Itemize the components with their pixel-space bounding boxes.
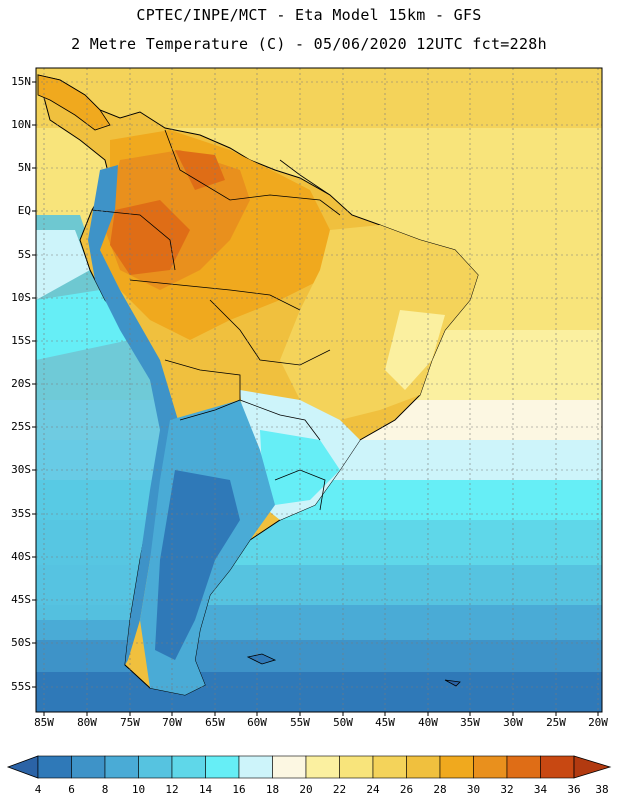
colorbar-label: 24 [366,783,380,796]
lat-label: 15S [11,334,31,347]
south-georgia [444,679,461,687]
brazil-east [280,225,478,420]
lat-label: 35S [11,507,31,520]
colorbar-label: 36 [567,783,581,796]
colorbar-segment [138,755,173,779]
colorbar-segment [506,755,541,779]
colorbar-segment [339,755,374,779]
lat-label: EQ [17,204,31,217]
colorbar-label: 34 [533,783,548,796]
temperature-map [32,67,603,716]
colorbar-segment [171,755,206,779]
colorbar-label: 6 [68,783,75,796]
lon-label: 55W [290,716,310,729]
colorbar-label: 10 [131,783,146,796]
colorbar-segment [372,755,407,779]
colorbar-min-arrow [6,755,39,779]
lat-label: 30S [11,463,31,476]
title-line-2: 2 Metre Temperature (C) - 05/06/2020 12U… [71,35,547,53]
lon-label: 60W [247,716,267,729]
colorbar-label: 18 [265,783,280,796]
axis-ticks [32,81,599,716]
pacific-cool-region [36,230,90,300]
lon-label: 80W [77,716,97,729]
colorbar-label: 14 [198,783,213,796]
colorbar-segment [305,755,340,779]
ocean-band [36,672,602,712]
colorbar-segment [71,755,106,779]
colorbar-segment [540,755,575,779]
lon-label: 35W [460,716,480,729]
colorbar-label: 32 [500,783,514,796]
lat-label: 5S [17,248,31,261]
colorbar-segment [406,755,441,779]
lat-label: 50S [11,636,31,649]
andes-cold-strip [88,165,178,665]
lon-label: 20W [588,716,608,729]
southern-cone-cool [260,430,340,505]
lon-label: 65W [205,716,225,729]
lat-label: 25S [11,420,31,433]
colorbar-label: 20 [299,783,313,796]
lon-label: 45W [375,716,395,729]
lat-label: 40S [11,550,31,563]
colorbar-segment [37,755,72,779]
title-line-1: CPTEC/INPE/MCT - Eta Model 15km - GFS [136,6,482,24]
lat-label: 20S [11,377,31,390]
lat-label: 45S [11,593,31,606]
colorbar-label: 26 [399,783,414,796]
colorbar-label: 28 [433,783,447,796]
colorbar-segment [104,755,139,779]
lon-label: 30W [503,716,523,729]
colorbar-segment [439,755,474,779]
colorbar-segment [473,755,508,779]
colorbar-label: 30 [466,783,481,796]
colorbar-label: 16 [232,783,246,796]
falkland-islands [246,653,277,665]
lon-label: 85W [34,716,54,729]
colorbar-segment [272,755,307,779]
colorbar-label: 4 [34,783,42,796]
lat-label: 10S [11,291,31,304]
lon-label: 25W [546,716,566,729]
lon-label: 70W [162,716,182,729]
amazon-hot-zone [175,150,225,190]
colorbar-label: 8 [101,783,109,796]
lat-label: 5N [17,161,31,174]
brazil-east [385,310,445,390]
ocean-band [36,640,602,675]
map-frame [35,67,603,713]
lon-label: 50W [333,716,353,729]
colorbar-label: 22 [332,783,347,796]
lat-label: 55S [11,680,31,693]
colorbar-segment [238,755,273,779]
temperature-colorbar [6,755,612,779]
graticule [36,68,602,712]
colorbar-max-arrow [573,755,612,779]
colorbar-segment [205,755,240,779]
argentina-cool [155,470,240,660]
colorbar-label: 12 [165,783,179,796]
colorbar-label: 38 [595,783,609,796]
lon-label: 40W [418,716,438,729]
lat-label: 15N [11,75,31,88]
lat-label: 10N [11,118,31,131]
lon-label: 75W [120,716,140,729]
central-america [37,74,111,131]
pacific-cool-region [36,290,130,360]
